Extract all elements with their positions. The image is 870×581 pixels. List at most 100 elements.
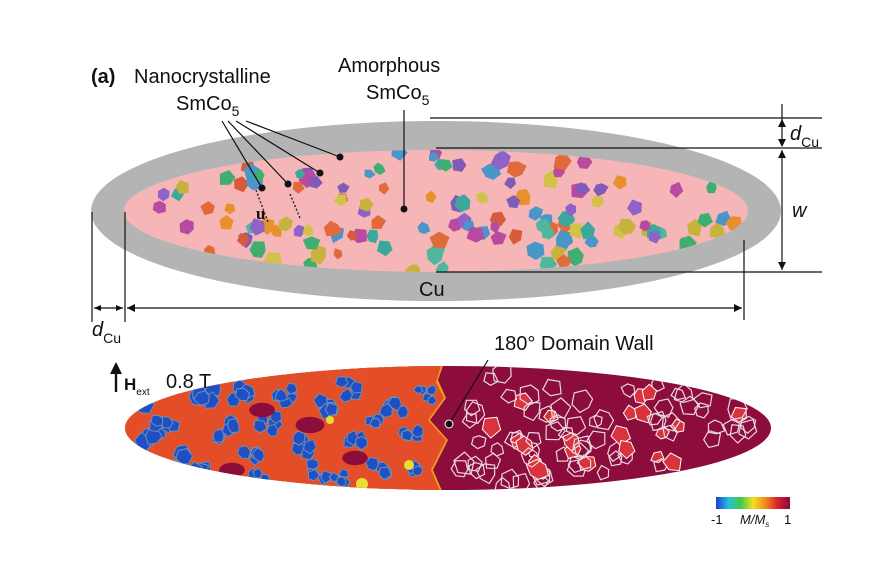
down-grain [195, 471, 212, 484]
external-field-indicator: Hext 0.8 T [110, 362, 211, 398]
down-grain [260, 474, 271, 486]
down-grain [292, 430, 306, 446]
domain-grain [453, 451, 475, 475]
domain-grain [722, 419, 740, 436]
domain-grain [562, 432, 580, 452]
domain-grain [468, 461, 486, 480]
domain-grain [646, 412, 664, 426]
field-symbol-main: H [124, 375, 136, 394]
domain-grain [618, 440, 636, 460]
cu-label: Cu [419, 279, 445, 301]
down-grain [185, 482, 197, 490]
domain-grain [608, 450, 623, 467]
colorbar-gradient [716, 497, 790, 509]
down-grain [189, 481, 201, 490]
domain-grain [450, 460, 469, 478]
grain [364, 169, 376, 179]
down-grain [411, 423, 424, 438]
transition-spot [326, 416, 334, 424]
up-gap [342, 450, 368, 466]
easy-axis-marker: u [255, 189, 301, 223]
transition-spot [404, 460, 414, 470]
grain [556, 254, 572, 269]
grain [219, 215, 234, 230]
grain [333, 194, 347, 207]
domain-grain [463, 399, 481, 417]
grain [490, 231, 507, 245]
down-grain [378, 402, 393, 419]
grain [278, 216, 294, 232]
grain [481, 163, 502, 180]
down-grain [411, 465, 424, 477]
grain [435, 261, 449, 272]
domain-grain [470, 435, 487, 450]
grain [293, 224, 305, 238]
down-grain [187, 475, 202, 487]
grain [429, 231, 450, 249]
down-grain [305, 458, 319, 470]
grain [234, 176, 250, 193]
down-grain [107, 454, 116, 465]
domain-grain [662, 452, 682, 472]
down-grain [234, 387, 251, 402]
down-grain [387, 396, 402, 412]
field-symbol-sub: ext [136, 387, 150, 398]
grain [504, 177, 516, 190]
down-grain [349, 380, 363, 394]
grain [359, 197, 374, 212]
grain [219, 170, 236, 185]
panel-label: (a) [91, 66, 115, 88]
domain-grain [475, 463, 496, 485]
domain-grain [596, 464, 610, 481]
domain-grain [490, 442, 505, 457]
grain [426, 245, 444, 266]
up-gap [295, 416, 325, 434]
grain [535, 219, 551, 234]
grain [200, 201, 215, 216]
nanocrystalline-grains [152, 150, 742, 272]
bottom-panel: 180° Domain Wall Hext 0.8 T -1 M/Ms 1 [107, 333, 791, 529]
colorbar-max: 1 [784, 512, 791, 527]
down-grain [107, 402, 123, 419]
domain-grain [641, 383, 658, 401]
down-grain [125, 453, 131, 467]
colorbar-axis-main: M/M [740, 512, 765, 527]
grain [580, 221, 596, 240]
grain [506, 161, 527, 178]
nanocrystalline-label-line1: Nanocrystalline [134, 66, 271, 88]
grain [249, 218, 265, 236]
grain [337, 182, 350, 193]
domain-grain [588, 414, 603, 428]
down-grain [227, 417, 240, 434]
grain [323, 220, 343, 237]
grain [696, 212, 713, 228]
grain [292, 181, 305, 194]
grain [376, 240, 393, 257]
grain [333, 248, 343, 260]
grain [428, 151, 439, 162]
grain [373, 162, 386, 175]
domain-grain [481, 416, 502, 439]
up-arrow-icon [110, 362, 122, 374]
pointer-dots [258, 153, 408, 213]
domain-grain [739, 415, 757, 434]
down-grain [307, 468, 321, 482]
down-grain [154, 460, 173, 482]
down-grain [251, 447, 265, 463]
down-grain [302, 438, 317, 455]
amorphous-formula: SmCo [366, 82, 422, 104]
down-grain [426, 384, 437, 395]
grain [417, 221, 431, 234]
grain [576, 155, 593, 169]
grain [490, 150, 511, 171]
domain-grain [512, 472, 531, 490]
dimension-lines [91, 104, 822, 322]
domain-grain [707, 419, 726, 435]
down-grain [274, 388, 289, 402]
down-grain [336, 476, 347, 487]
domain-grain [525, 458, 550, 480]
grain [567, 247, 584, 267]
down-grain [365, 456, 380, 472]
down-grain [334, 376, 349, 389]
down-grain [427, 395, 438, 406]
